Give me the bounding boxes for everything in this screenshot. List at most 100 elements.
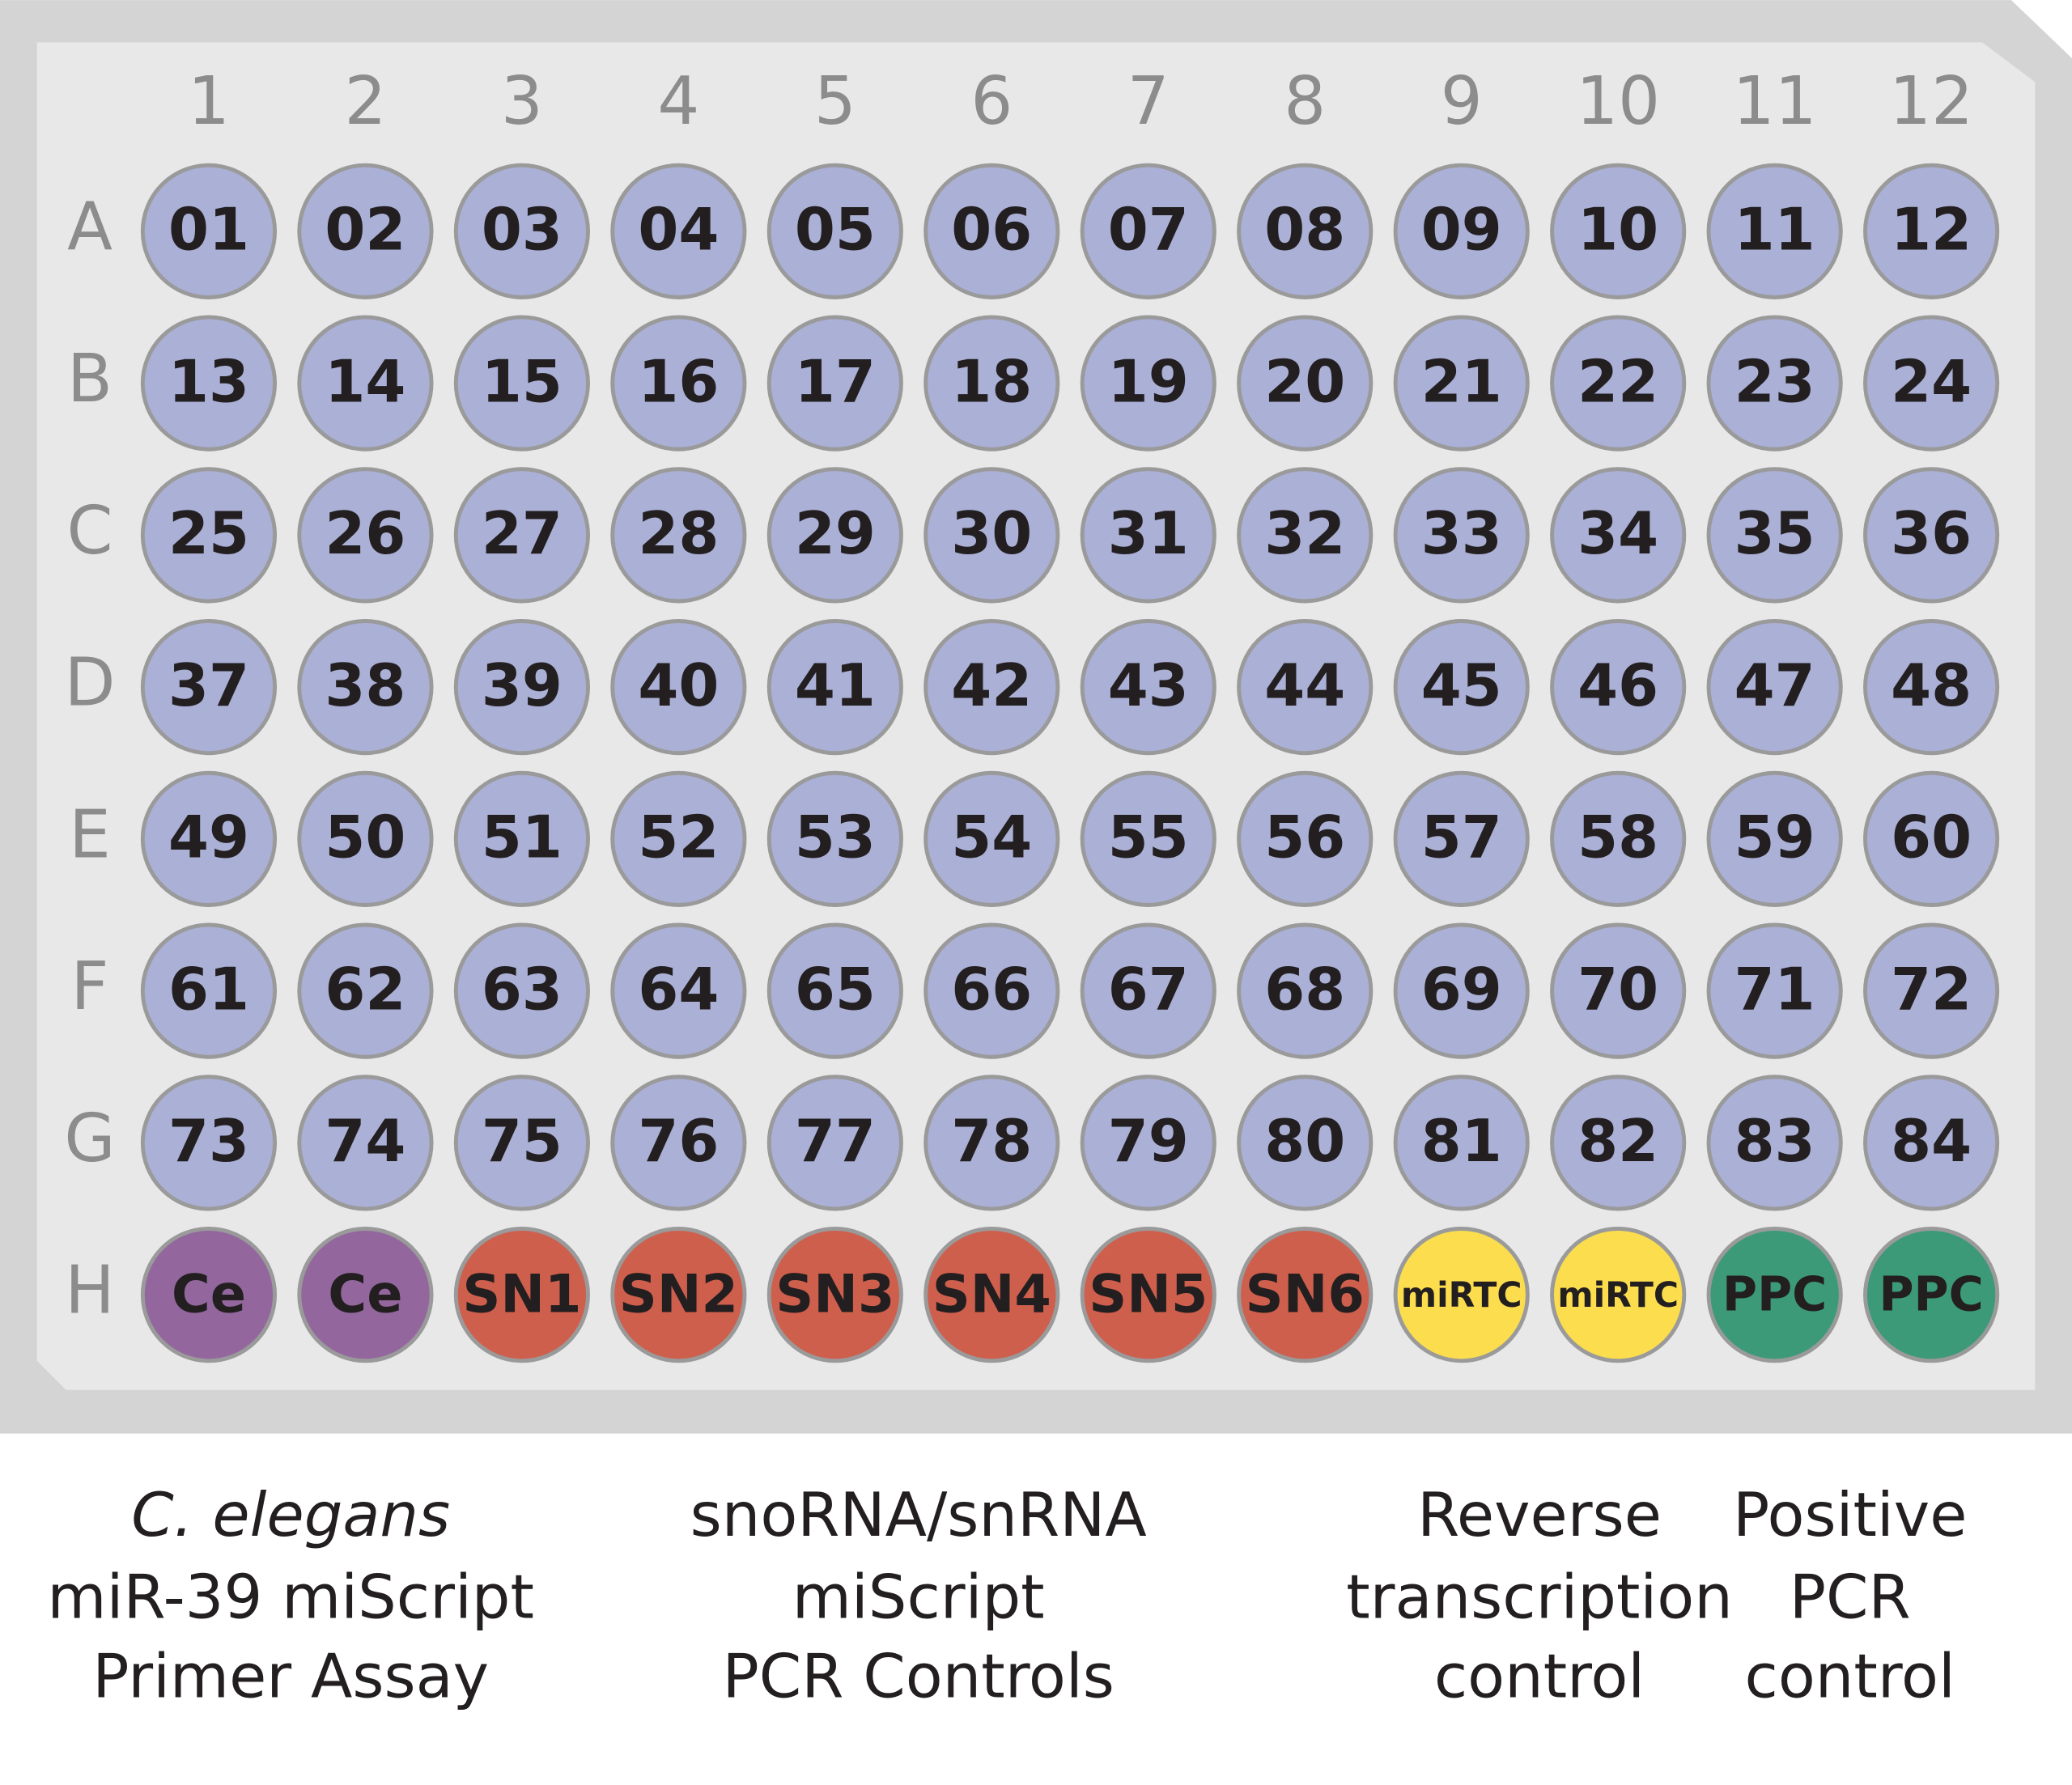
well-label: 46 [1577,651,1658,719]
well-label: SN2 [619,1263,738,1325]
well-label: 38 [325,651,405,719]
well-label: 26 [325,499,405,567]
well [1393,922,1530,1059]
well-label: 50 [325,803,405,871]
well [1080,163,1216,299]
well [1237,315,1374,452]
row-label: G [64,1100,115,1177]
well-label: SN5 [1089,1263,1208,1325]
well-label: 62 [325,955,405,1023]
well [453,467,590,604]
well-label: 21 [1421,347,1502,415]
well [1237,163,1374,299]
column-label: 10 [1576,63,1660,140]
well [1863,1075,2000,1211]
well [297,619,434,756]
well-label: 17 [795,347,876,415]
well-label: 80 [1264,1107,1345,1175]
well [1550,1227,1687,1363]
well [1706,467,1843,604]
well-label: 22 [1577,347,1658,415]
well [1550,922,1687,1059]
well-label: 83 [1734,1107,1815,1175]
column-label: 1 [188,63,230,140]
well [1237,467,1374,604]
well [1863,315,2000,452]
well [297,467,434,604]
well [923,315,1060,452]
well [610,1227,747,1363]
well-label: SN1 [462,1263,581,1325]
row-label: A [67,189,113,265]
well [1550,770,1687,907]
well [140,1227,278,1363]
well [1863,922,2000,1059]
well [923,619,1060,756]
row-label: F [71,948,109,1025]
well-label: 84 [1891,1107,1972,1175]
well-label: 11 [1734,196,1815,264]
row-label: D [65,645,116,722]
well [140,467,278,604]
well-label: 41 [795,651,876,719]
well [1080,922,1216,1059]
well [766,467,903,604]
well [766,922,903,1059]
well-label: 36 [1891,499,1972,567]
well-label: 66 [951,955,1032,1023]
legend-line: Positive [1733,1479,1968,1550]
well-label: 24 [1891,347,1972,415]
well [1706,1075,1843,1211]
well-label: 39 [482,651,563,719]
well-label: 42 [951,651,1032,719]
well-label: 64 [638,955,719,1023]
column-label: 5 [814,63,856,140]
well-label: 35 [1734,499,1815,567]
well-label: 77 [795,1107,876,1175]
well [1863,770,2000,907]
well [923,1227,1060,1363]
well [766,619,903,756]
well [1863,1227,2000,1363]
well-label: 76 [638,1107,719,1175]
well [297,1227,434,1363]
well-label: 37 [168,651,249,719]
well [140,770,278,907]
well [1863,619,2000,756]
well-label: 12 [1891,196,1972,264]
well-label: 53 [795,803,876,871]
well-label: 56 [1264,803,1345,871]
well [766,1075,903,1211]
well-label: 08 [1264,196,1345,264]
well-label: 71 [1734,955,1815,1023]
well-label: PPC [1879,1266,1983,1322]
well [297,1075,434,1211]
well [140,315,278,452]
well [1706,1227,1843,1363]
well [610,315,747,452]
well [1706,922,1843,1059]
well-label: 14 [325,347,405,415]
well-label: 68 [1264,955,1345,1023]
well [1393,467,1530,604]
well-label: 75 [482,1107,563,1175]
well [453,1227,590,1363]
well-label: 30 [951,499,1032,567]
row-label: E [69,796,111,873]
legend-line: miR-39 miScript [47,1561,533,1632]
column-label: 7 [1127,63,1170,140]
well-label: 63 [482,955,563,1023]
well [1393,770,1530,907]
well [297,163,434,299]
well-label: 55 [1108,803,1189,871]
well-label: 32 [1264,499,1345,567]
well-label: 65 [795,955,876,1023]
well-label: 06 [951,196,1032,264]
column-label: 4 [657,63,699,140]
well [1393,163,1530,299]
well [1393,1227,1530,1363]
well-label: 60 [1891,803,1972,871]
well [297,770,434,907]
well [453,1075,590,1211]
